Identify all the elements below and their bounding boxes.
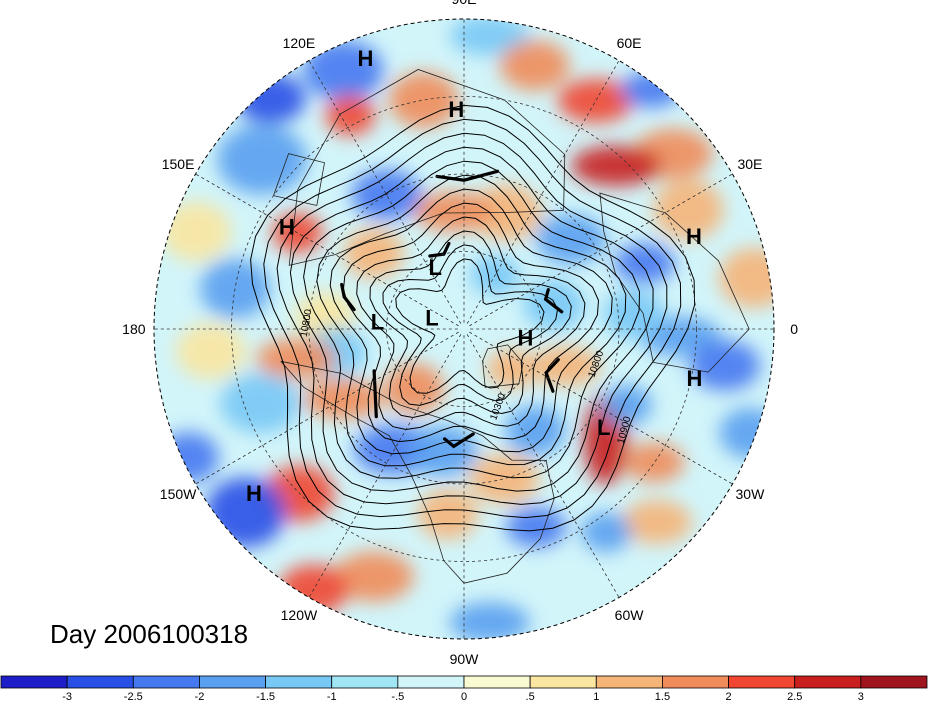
longitude-label: 120W: [281, 607, 318, 623]
longitude-label: 180: [122, 321, 146, 337]
longitude-label: 150W: [160, 486, 197, 502]
colorbar-tick-label: -3: [62, 691, 72, 702]
colorbar-tick-label: -1: [327, 691, 337, 702]
colorbar-swatch: [0, 675, 68, 689]
high-pressure-marker: H: [687, 366, 703, 391]
colorbar-tick-label: 1.5: [655, 691, 670, 702]
longitude-label: 120E: [283, 35, 316, 51]
map-boundary: [153, 18, 775, 640]
colorbar-swatch: [595, 675, 663, 689]
day-label: Day 2006100318: [50, 619, 249, 649]
low-pressure-marker: L: [371, 309, 384, 334]
high-pressure-marker: H: [279, 215, 295, 240]
low-pressure-marker: L: [428, 255, 441, 280]
colorbar-tick-label: 3: [858, 691, 864, 702]
low-pressure-marker: L: [597, 415, 610, 440]
colorbar-swatch: [529, 675, 597, 689]
high-pressure-marker: H: [246, 481, 262, 506]
colorbar-tick-label: -.5: [391, 691, 404, 702]
colorbar-swatch: [860, 675, 928, 689]
colorbar-swatch: [132, 675, 200, 689]
colorbar-tick-label: -2.5: [124, 691, 143, 702]
colorbar-swatch: [66, 675, 134, 689]
graticule: [154, 19, 774, 639]
longitude-label: 60W: [615, 607, 645, 623]
longitude-label: 90E: [452, 0, 477, 7]
contour-label: 10800: [299, 308, 315, 338]
colorbar-tick-label: 2: [726, 691, 732, 702]
low-pressure-marker: L: [425, 305, 438, 330]
high-pressure-marker: H: [357, 46, 373, 71]
high-pressure-marker: H: [448, 97, 464, 122]
colorbar-tick-label: 0: [461, 691, 467, 702]
colorbar-tick-label: -1.5: [256, 691, 275, 702]
colorbar: -3 -2.5 -2 -1.5 -1 -.5 0 .5 1 1.5 2 2.5 3: [0, 675, 928, 702]
colorbar-tick-label: 2.5: [787, 691, 802, 702]
colorbar-swatch: [397, 675, 465, 689]
colorbar-swatch: [463, 675, 531, 689]
high-pressure-marker: H: [517, 326, 533, 351]
colorbar-tick-label: -2: [195, 691, 205, 702]
colorbar-tick-label: 1: [593, 691, 599, 702]
anomaly-field: [154, 19, 774, 639]
colorbar-swatch: [199, 675, 266, 689]
longitude-label: 30E: [737, 156, 762, 172]
longitude-label: 60E: [617, 35, 642, 51]
colorbar-swatch: [662, 675, 729, 689]
colorbar-swatch: [331, 675, 399, 689]
longitude-labels: 90E 60E 30E 0 30W 60W 90W 120W 150W 180 150E 120E: [122, 0, 798, 667]
colorbar-tick-label: .5: [526, 691, 535, 702]
colorbar-swatch: [728, 675, 796, 689]
polar-map: 90E 60E 30E 0 30W 60W 90W 120W 150W 180 150E 120E H…: [122, 0, 798, 667]
longitude-label: 30W: [736, 486, 766, 502]
high-pressure-marker: H: [686, 224, 702, 249]
colorbar-swatch: [265, 675, 333, 689]
longitude-label: 150E: [162, 156, 195, 172]
colorbar-swatch: [794, 675, 862, 689]
coastlines: [272, 69, 750, 584]
longitude-label: 90W: [450, 651, 480, 667]
longitude-label: 0: [790, 321, 798, 337]
